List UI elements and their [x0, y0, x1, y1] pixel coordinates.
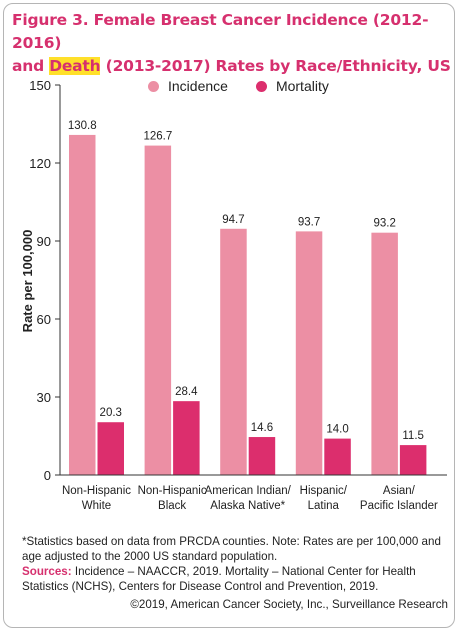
- legend-item-mortality: Mortality: [255, 78, 329, 94]
- legend-swatch-mortality: [255, 80, 267, 92]
- sources-text: Incidence – NAACCR, 2019. Mortality – Na…: [22, 565, 416, 593]
- legend-item-incidence: Incidence: [148, 78, 228, 94]
- title-line-2: and Death (2013-2017) Rates by Race/Ethn…: [12, 55, 452, 78]
- title-line-1: Figure 3. Female Breast Cancer Incidence…: [12, 11, 429, 52]
- legend-label-incidence: Incidence: [168, 78, 228, 94]
- copyright-note: ©2019, American Cancer Society, Inc., Su…: [130, 598, 448, 611]
- title-line-2-pre: and: [12, 57, 50, 75]
- sources-label: Sources:: [22, 565, 72, 578]
- figure-frame: [3, 3, 455, 628]
- legend-swatch-incidence: [148, 80, 159, 92]
- chart-legend: Incidence Mortality: [148, 78, 357, 94]
- legend-label-mortality: Mortality: [275, 78, 329, 94]
- title-line-2-post: (2013-2017) Rates by Race/Ethnicity, US: [100, 57, 451, 75]
- title-highlight-death: Death: [49, 57, 101, 75]
- statistics-note: *Statistics based on data from PRCDA cou…: [22, 535, 441, 563]
- sources-note: Sources: Incidence – NAACCR, 2019. Morta…: [22, 564, 448, 594]
- figure-title: Figure 3. Female Breast Cancer Incidence…: [12, 9, 452, 78]
- figure-notes: *Statistics based on data from PRCDA cou…: [22, 534, 448, 612]
